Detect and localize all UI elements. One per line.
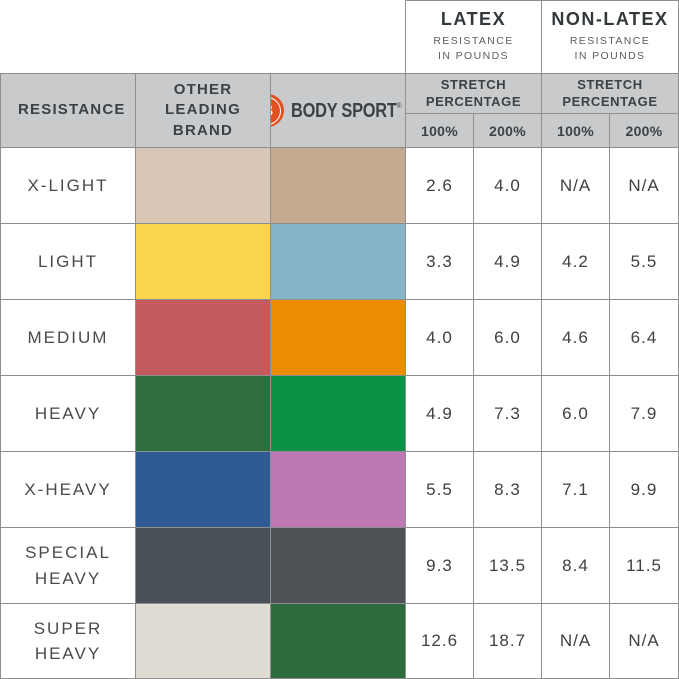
other-brand-column-header: OTHER LEADING BRAND: [136, 74, 270, 147]
other-brand-color-swatch: [136, 528, 270, 603]
bodysport-logo-circle-icon: B: [271, 94, 284, 127]
logo-letter: B: [271, 102, 273, 119]
other-brand-color-swatch: [136, 452, 270, 527]
other-brand-color-swatch: [136, 224, 270, 299]
latex-stretch-percentage-header: STRETCH PERCENTAGE: [406, 74, 541, 113]
nonlatex-100-value: N/A: [542, 148, 609, 223]
row-label: X-LIGHT: [0, 148, 135, 223]
nonlatex-column-group-header: NON-LATEX RESISTANCE IN POUNDS: [542, 0, 679, 73]
bodysport-color-swatch: [271, 452, 405, 527]
nonlatex-200-value: N/A: [610, 604, 679, 679]
empty-corner: [0, 0, 405, 73]
registered-trademark: ®: [396, 100, 402, 110]
brand-wordmark: BODY SPORT®: [290, 99, 402, 122]
latex-200-header: 200%: [474, 114, 541, 147]
resistance-column-header: RESISTANCE: [0, 74, 135, 147]
nonlatex-100-value: 6.0: [542, 376, 609, 451]
nonlatex-200-value: 6.4: [610, 300, 679, 375]
latex-200-value: 4.9: [474, 224, 541, 299]
latex-100-value: 3.3: [406, 224, 473, 299]
latex-200-value: 18.7: [474, 604, 541, 679]
nonlatex-200-value: 11.5: [610, 528, 679, 603]
bodysport-color-swatch: [271, 300, 405, 375]
latex-100-value: 9.3: [406, 528, 473, 603]
latex-100-value: 4.9: [406, 376, 473, 451]
row-label: SUPER HEAVY: [0, 604, 135, 679]
bodysport-logo: B BODY SPORT®: [271, 94, 405, 127]
nonlatex-200-header: 200%: [610, 114, 679, 147]
nonlatex-100-header: 100%: [542, 114, 609, 147]
row-label: X-HEAVY: [0, 452, 135, 527]
row-label: SPECIAL HEAVY: [0, 528, 135, 603]
nonlatex-200-value: 5.5: [610, 224, 679, 299]
bodysport-color-swatch: [271, 224, 405, 299]
nonlatex-200-value: 7.9: [610, 376, 679, 451]
latex-100-value: 2.6: [406, 148, 473, 223]
nonlatex-title: NON-LATEX: [551, 9, 669, 30]
latex-100-header: 100%: [406, 114, 473, 147]
latex-200-value: 7.3: [474, 376, 541, 451]
latex-200-value: 13.5: [474, 528, 541, 603]
latex-column-group-header: LATEX RESISTANCE IN POUNDS: [406, 0, 541, 73]
other-brand-color-swatch: [136, 300, 270, 375]
nonlatex-100-value: 4.6: [542, 300, 609, 375]
nonlatex-100-value: 4.2: [542, 224, 609, 299]
latex-100-value: 5.5: [406, 452, 473, 527]
bodysport-color-swatch: [271, 604, 405, 679]
latex-200-value: 4.0: [474, 148, 541, 223]
bodysport-column-header: B BODY SPORT®: [271, 74, 405, 147]
nonlatex-200-value: N/A: [610, 148, 679, 223]
other-brand-color-swatch: [136, 604, 270, 679]
nonlatex-stretch-percentage-header: STRETCH PERCENTAGE: [542, 74, 679, 113]
row-label: HEAVY: [0, 376, 135, 451]
bodysport-color-swatch: [271, 376, 405, 451]
nonlatex-subtitle: RESISTANCE IN POUNDS: [569, 35, 651, 63]
nonlatex-100-value: 7.1: [542, 452, 609, 527]
latex-100-value: 12.6: [406, 604, 473, 679]
row-label: LIGHT: [0, 224, 135, 299]
latex-200-value: 6.0: [474, 300, 541, 375]
row-label: MEDIUM: [0, 300, 135, 375]
latex-title: LATEX: [440, 9, 507, 30]
nonlatex-100-value: N/A: [542, 604, 609, 679]
other-brand-color-swatch: [136, 148, 270, 223]
other-brand-color-swatch: [136, 376, 270, 451]
nonlatex-200-value: 9.9: [610, 452, 679, 527]
latex-200-value: 8.3: [474, 452, 541, 527]
latex-100-value: 4.0: [406, 300, 473, 375]
nonlatex-100-value: 8.4: [542, 528, 609, 603]
bodysport-color-swatch: [271, 528, 405, 603]
bodysport-color-swatch: [271, 148, 405, 223]
latex-subtitle: RESISTANCE IN POUNDS: [433, 35, 514, 63]
